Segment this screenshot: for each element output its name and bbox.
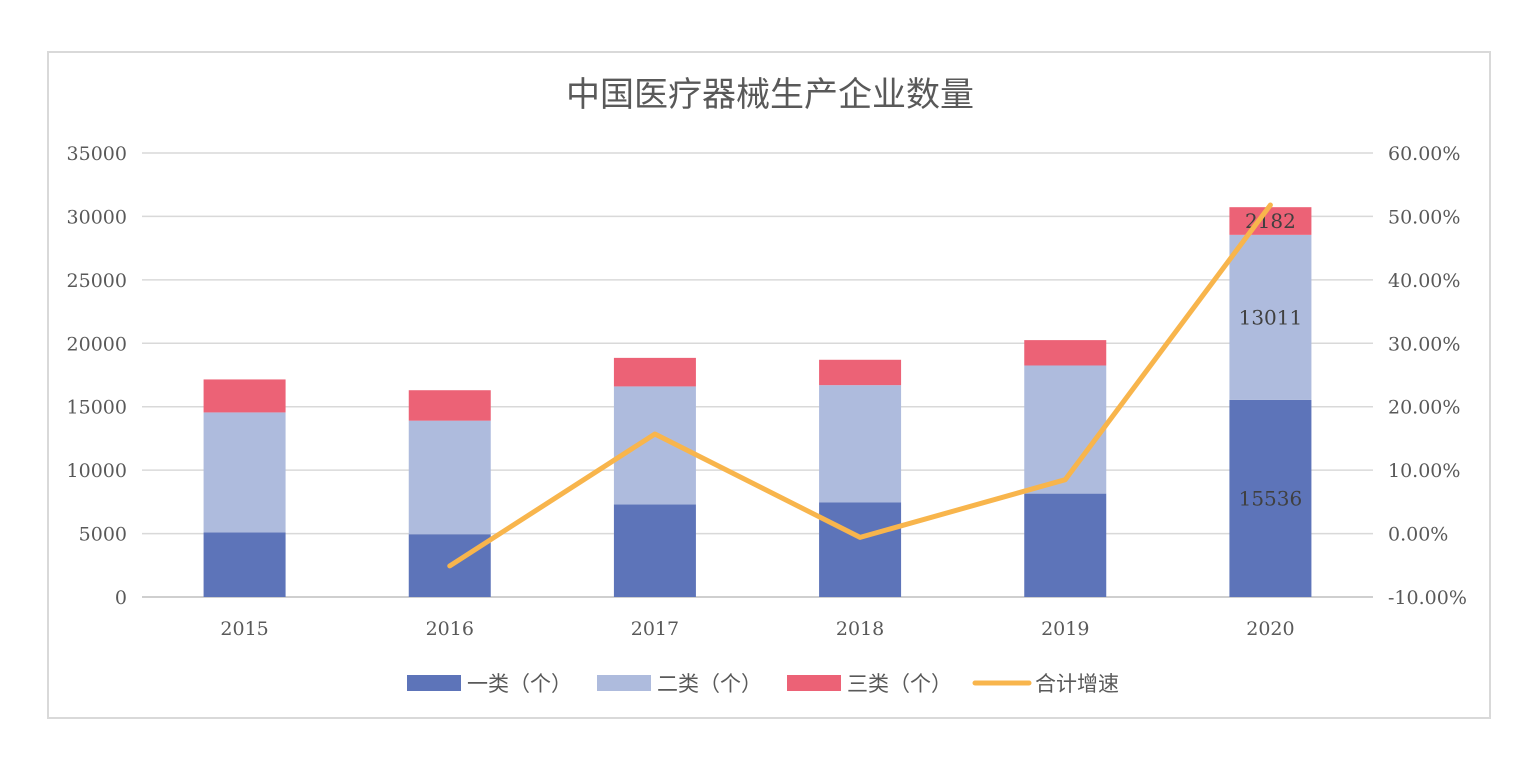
y-left-tick-label: 10000 — [67, 460, 127, 482]
y-right-tick-label: 50.00% — [1388, 206, 1460, 228]
bar-segment — [408, 420, 491, 535]
bar-segment — [613, 504, 696, 597]
y-right-tick-label: -10.00% — [1388, 587, 1467, 609]
legend-swatch — [597, 675, 651, 691]
legend-label: 三类（个） — [847, 672, 952, 696]
bar-segment — [613, 357, 696, 387]
growth-line-path — [447, 202, 1273, 569]
y-right-tick-label: 10.00% — [1388, 460, 1460, 482]
legend-label: 一类（个） — [467, 672, 572, 696]
y-right-tick-label: 60.00% — [1388, 143, 1460, 165]
bar-segment — [1229, 399, 1312, 597]
bar-segment — [203, 532, 286, 597]
growth-line — [447, 202, 1273, 569]
legend-swatch — [407, 675, 461, 691]
y-axis-left: 35000 30000 25000 20000 15000 10000 5000 0 — [67, 143, 127, 609]
bars — [203, 207, 1312, 597]
legend-label: 合计增速 — [1035, 672, 1119, 696]
y-left-tick-label: 30000 — [67, 206, 127, 228]
data-label: 13011 — [1239, 305, 1303, 329]
x-tick-label: 2015 — [220, 618, 268, 640]
x-tick-label: 2020 — [1246, 618, 1294, 640]
y-left-tick-label: 5000 — [79, 524, 127, 546]
data-label: 15536 — [1239, 486, 1303, 510]
bar-segment — [819, 502, 902, 597]
y-axis-right: 60.00% 50.00% 40.00% 30.00% 20.00% 10.00% 0.00… — [1388, 143, 1467, 609]
legend-label: 二类（个） — [657, 672, 762, 696]
y-left-tick-label: 20000 — [67, 333, 127, 355]
bar-segment — [1229, 207, 1312, 235]
x-tick-label: 2016 — [426, 618, 474, 640]
bar-segment — [819, 359, 902, 386]
x-tick-label: 2018 — [836, 618, 884, 640]
y-left-tick-label: 35000 — [67, 143, 127, 165]
y-left-tick-label: 15000 — [67, 397, 127, 419]
y-right-tick-label: 20.00% — [1388, 397, 1460, 419]
bar-segment — [1024, 365, 1107, 494]
bar-segment — [1229, 234, 1312, 400]
y-left-tick-label: 0 — [115, 587, 127, 609]
bar-segment — [203, 379, 286, 413]
bar-segment — [1024, 340, 1107, 366]
y-left-tick-label: 25000 — [67, 270, 127, 292]
bar-segment — [1024, 493, 1107, 597]
bar-segment — [203, 412, 286, 533]
gridlines — [142, 152, 1373, 598]
y-right-tick-label: 40.00% — [1388, 270, 1460, 292]
x-tick-label: 2017 — [631, 618, 679, 640]
chart-title: 中国医疗器械生产企业数量 — [566, 75, 974, 115]
y-right-tick-label: 30.00% — [1388, 333, 1460, 355]
x-tick-label: 2019 — [1041, 618, 1089, 640]
legend-swatch — [787, 675, 841, 691]
y-right-tick-label: 0.00% — [1388, 524, 1448, 546]
bar-segment — [613, 386, 696, 505]
bar-segment — [408, 390, 491, 421]
x-axis: 2015 2016 2017 2018 2019 2020 — [220, 618, 1294, 640]
bar-segment — [819, 385, 902, 503]
legend: 一类（个） 二类（个） 三类（个） 合计增速 — [407, 672, 1119, 696]
